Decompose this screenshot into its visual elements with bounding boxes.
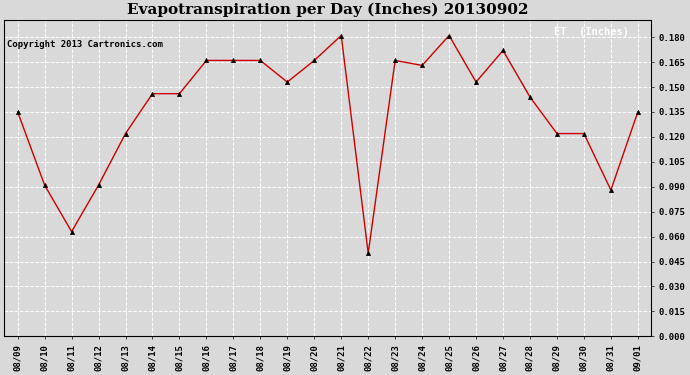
Title: Evapotranspiration per Day (Inches) 20130902: Evapotranspiration per Day (Inches) 2013… xyxy=(127,3,529,17)
Text: Copyright 2013 Cartronics.com: Copyright 2013 Cartronics.com xyxy=(7,40,163,49)
